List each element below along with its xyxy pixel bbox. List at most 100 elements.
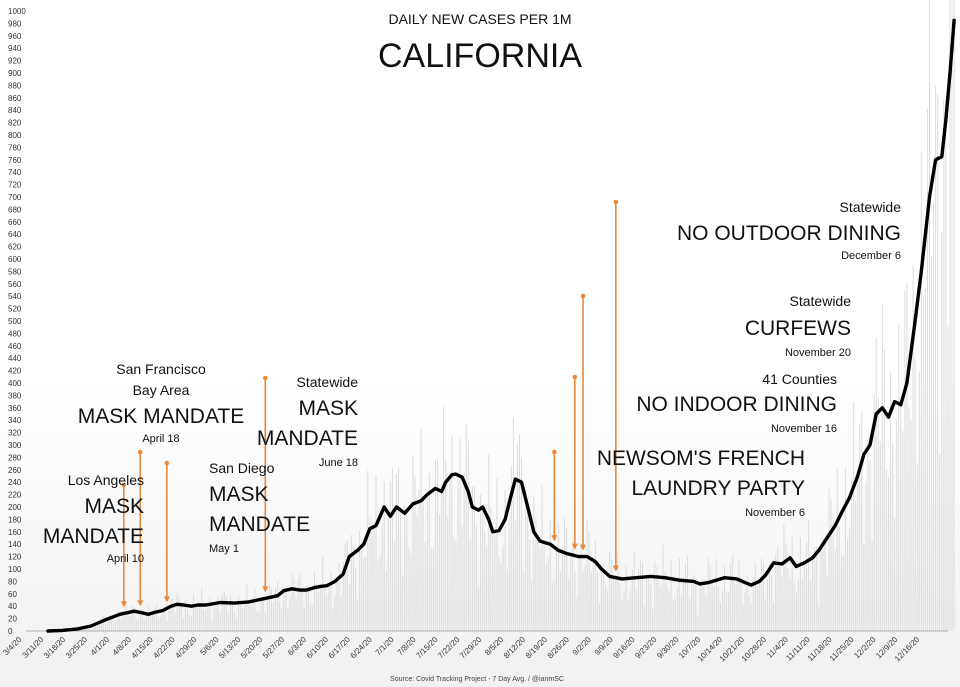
daily-bar	[156, 603, 158, 631]
daily-bar	[885, 469, 887, 631]
daily-bar	[227, 613, 229, 631]
daily-bar	[783, 524, 785, 631]
daily-bar	[726, 592, 728, 631]
daily-bar	[500, 562, 502, 631]
daily-bar	[344, 542, 346, 631]
daily-bar	[695, 583, 697, 631]
daily-bar	[656, 566, 658, 631]
daily-bar	[711, 582, 713, 631]
daily-bar	[104, 619, 106, 631]
daily-bar	[812, 556, 814, 631]
daily-bar	[340, 597, 342, 631]
daily-bar	[758, 580, 760, 631]
daily-bar	[410, 553, 412, 631]
x-tick-label: 4/15/20	[130, 635, 156, 661]
daily-bar	[311, 606, 313, 631]
daily-bar	[375, 474, 377, 631]
x-tick-label: 4/22/20	[151, 635, 177, 661]
daily-bar	[605, 585, 607, 631]
y-tick-label: 500	[8, 317, 22, 326]
daily-bar	[943, 99, 945, 632]
daily-bar	[320, 583, 322, 631]
x-tick-label: 5/27/20	[261, 635, 287, 661]
daily-bar	[412, 455, 414, 631]
x-tick-label: 12/2/20	[852, 635, 878, 661]
daily-bar	[84, 627, 86, 631]
daily-bar	[646, 576, 648, 631]
y-tick-label: 580	[8, 267, 22, 276]
daily-bar	[289, 596, 291, 631]
daily-bar	[797, 579, 799, 631]
daily-bar	[381, 526, 383, 631]
daily-bar	[213, 609, 215, 631]
daily-bar	[535, 518, 537, 631]
daily-bar	[168, 607, 170, 631]
daily-bar	[881, 304, 883, 631]
daily-bar	[178, 596, 180, 631]
y-tick-label: 740	[8, 168, 22, 177]
daily-bar	[113, 623, 115, 631]
daily-bar	[496, 478, 498, 631]
daily-bar	[369, 518, 371, 631]
daily-bar	[941, 231, 943, 631]
x-tick-label: 9/23/20	[633, 635, 659, 661]
daily-bar	[283, 589, 285, 631]
daily-bar	[336, 578, 338, 631]
daily-bar	[387, 519, 389, 631]
daily-bar	[840, 555, 842, 631]
daily-bar	[851, 480, 853, 631]
daily-bar	[685, 563, 687, 631]
daily-bar	[236, 617, 238, 631]
y-tick-label: 860	[8, 94, 22, 103]
daily-bar	[785, 544, 787, 631]
y-tick-label: 60	[8, 590, 17, 599]
daily-bar	[642, 563, 643, 631]
daily-bar	[121, 618, 123, 631]
daily-bar	[402, 574, 404, 631]
daily-bar	[88, 626, 90, 631]
daily-bar	[808, 519, 810, 631]
daily-bar	[666, 586, 668, 631]
annotation-indoor-dining-main: NO INDOOR DINING	[636, 393, 837, 416]
chart-subtitle: DAILY NEW CASES PER 1M	[388, 11, 571, 27]
daily-bar	[842, 555, 844, 631]
daily-bar	[713, 587, 715, 631]
daily-bar	[355, 567, 356, 631]
daily-bar	[147, 604, 149, 631]
daily-bar	[377, 561, 379, 631]
daily-bar	[281, 608, 283, 631]
daily-bar	[510, 466, 512, 631]
daily-bar	[398, 467, 400, 631]
daily-bar	[133, 607, 135, 631]
daily-bar	[644, 606, 646, 631]
daily-bar	[301, 589, 303, 631]
daily-bar	[305, 585, 307, 631]
annotation-curfews-date: November 20	[785, 347, 851, 359]
daily-bar	[814, 546, 816, 631]
daily-bar	[922, 295, 924, 631]
daily-bar	[96, 622, 98, 631]
y-tick-label: 180	[8, 515, 22, 524]
daily-bar	[898, 323, 900, 631]
daily-bar	[393, 541, 395, 631]
y-tick-label: 0	[8, 627, 13, 636]
daily-bar	[348, 584, 350, 631]
daily-bar	[240, 604, 242, 631]
y-tick-label: 640	[8, 230, 22, 239]
daily-bar	[279, 601, 281, 631]
daily-bar	[291, 574, 293, 631]
y-tick-label: 360	[8, 404, 22, 413]
y-tick-label: 720	[8, 181, 22, 190]
daily-bar	[525, 489, 527, 631]
daily-bar	[135, 618, 137, 631]
daily-bar	[920, 151, 922, 632]
x-tick-label: 9/2/20	[571, 635, 593, 657]
daily-bar	[342, 561, 344, 631]
daily-bar	[150, 612, 151, 631]
x-tick-label: 8/26/20	[546, 635, 572, 661]
daily-bar	[357, 600, 359, 631]
series-line-california	[46, 18, 956, 633]
daily-bar	[678, 558, 680, 631]
daily-bar	[617, 552, 619, 631]
daily-bar	[334, 595, 336, 631]
